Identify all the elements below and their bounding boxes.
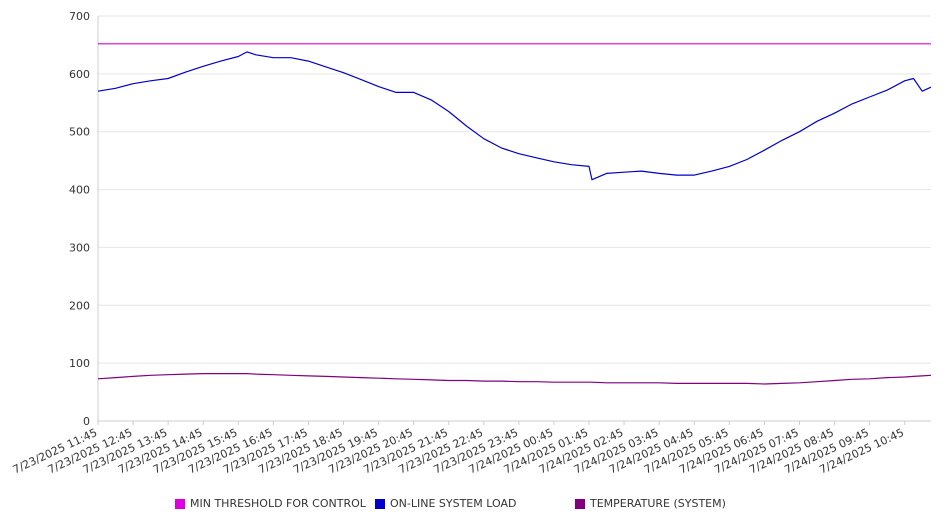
y-tick-label: 400 [69,184,90,197]
x-axis-ticks: 7/23/2025 11:457/23/2025 12:457/23/2025 … [11,421,906,476]
legend-label-min-threshold: MIN THRESHOLD FOR CONTROL [190,497,366,510]
y-axis-ticks: 0 100 200 300 400 500 600 700 [69,10,90,428]
series-line-on-line-system-load [97,51,932,181]
y-tick-label: 200 [69,299,90,312]
y-tick-label: 300 [69,241,90,254]
series-lines [97,43,932,385]
legend-item-min-threshold[interactable]: MIN THRESHOLD FOR CONTROL [175,497,366,510]
legend-swatch-min-threshold [175,498,185,509]
legend-swatch-temperature [575,498,585,509]
y-tick-label: 600 [69,68,90,81]
y-tick-label: 500 [69,126,90,139]
legend-item-temperature[interactable]: TEMPERATURE (SYSTEM) [575,497,726,510]
legend-label-temperature: TEMPERATURE (SYSTEM) [590,497,726,510]
y-tick-label: 700 [69,10,90,23]
axes [97,16,931,422]
legend-label-system-load: ON-LINE SYSTEM LOAD [390,497,517,510]
legend: MIN THRESHOLD FOR CONTROL ON-LINE SYSTEM… [0,497,946,515]
series-line-temperature-system [97,373,932,385]
y-tick-label: 0 [83,415,90,428]
legend-swatch-system-load [375,498,385,509]
y-tick-label: 100 [69,357,90,370]
gridlines [98,15,931,364]
legend-item-system-load[interactable]: ON-LINE SYSTEM LOAD [375,497,516,510]
